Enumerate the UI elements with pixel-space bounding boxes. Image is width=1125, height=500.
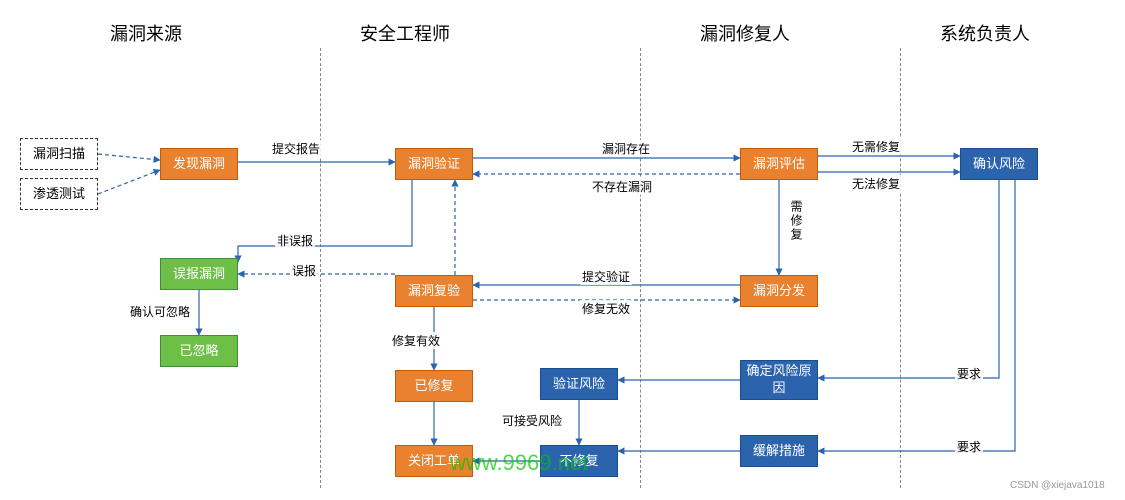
node-cause: 确定风险原因 bbox=[740, 360, 818, 400]
edge-label-isfalse: 误报 bbox=[290, 262, 318, 279]
edge-label-fixok: 修复有效 bbox=[390, 332, 442, 349]
lane-header-3: 系统负责人 bbox=[940, 20, 1030, 46]
node-dispatch: 漏洞分发 bbox=[740, 275, 818, 307]
lane-header-2: 漏洞修复人 bbox=[700, 20, 790, 46]
lane-header-1: 安全工程师 bbox=[360, 20, 450, 46]
edge-label-req1: 要求 bbox=[955, 365, 983, 382]
node-close: 关闭工单 bbox=[395, 445, 473, 477]
node-assess: 漏洞评估 bbox=[740, 148, 818, 180]
lane-divider-1 bbox=[640, 48, 641, 488]
node-pentest: 渗透测试 bbox=[20, 178, 98, 210]
edge-label-exists: 漏洞存在 bbox=[600, 140, 652, 157]
edge-label-notexist: 不存在漏洞 bbox=[590, 178, 654, 195]
edge-label-acceptrisk: 可接受风险 bbox=[500, 412, 564, 429]
lane-header-0: 漏洞来源 bbox=[110, 20, 182, 46]
edge-label-nofixneed: 无需修复 bbox=[850, 138, 902, 155]
node-scan: 漏洞扫描 bbox=[20, 138, 98, 170]
edge-label-needfix: 需修复 bbox=[786, 200, 807, 242]
node-verify: 漏洞验证 bbox=[395, 148, 473, 180]
node-falsepos: 误报漏洞 bbox=[160, 258, 238, 290]
node-mitigate: 缓解措施 bbox=[740, 435, 818, 467]
edge-label-cantfix: 无法修复 bbox=[850, 175, 902, 192]
node-vrisk: 验证风险 bbox=[540, 368, 618, 400]
node-found: 发现漏洞 bbox=[160, 148, 238, 180]
edge-label-submit: 提交报告 bbox=[270, 140, 322, 157]
node-recheck: 漏洞复验 bbox=[395, 275, 473, 307]
lane-divider-2 bbox=[900, 48, 901, 488]
node-nofix: 不修复 bbox=[540, 445, 618, 477]
node-confirm: 确认风险 bbox=[960, 148, 1038, 180]
lane-divider-0 bbox=[320, 48, 321, 488]
node-ignored: 已忽略 bbox=[160, 335, 238, 367]
edge-label-req2: 要求 bbox=[955, 438, 983, 455]
edge-label-canignore: 确认可忽略 bbox=[128, 303, 192, 320]
node-fixed: 已修复 bbox=[395, 370, 473, 402]
credit-text: CSDN @xiejava1018 bbox=[1010, 480, 1105, 491]
edge-label-notfalse: 非误报 bbox=[275, 232, 315, 249]
edge-label-fixfail: 修复无效 bbox=[580, 300, 632, 317]
edge-label-submit2: 提交验证 bbox=[580, 268, 632, 285]
